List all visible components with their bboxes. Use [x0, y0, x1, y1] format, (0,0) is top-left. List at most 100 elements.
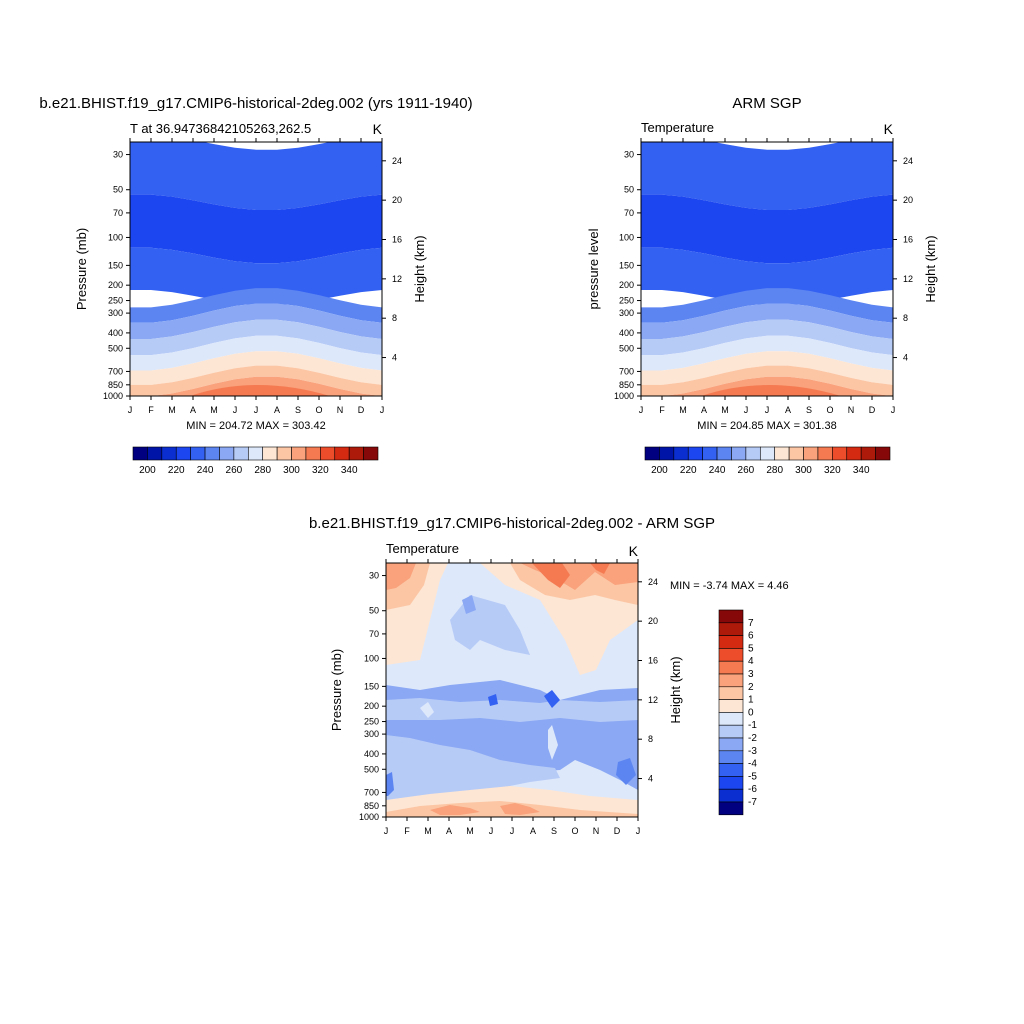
colorbar-swatch — [161, 446, 177, 461]
region-3-4-right — [532, 563, 570, 588]
contour-band — [641, 351, 893, 385]
contour-band — [130, 365, 382, 396]
y-tick-label: 100 — [619, 232, 634, 242]
y-tick-label: 850 — [108, 380, 123, 390]
colorbar-swatch — [305, 446, 321, 461]
colorbar-label: -1 — [748, 720, 757, 731]
y-tick-right-label: 8 — [903, 313, 908, 323]
contour-band — [130, 142, 382, 210]
colorbar-swatch — [219, 446, 235, 461]
region-minus3-minus2-upper — [462, 595, 476, 614]
y-tick-label: 70 — [113, 208, 123, 218]
panel-left-label: Temperature — [641, 120, 714, 135]
colorbar-swatch — [716, 446, 732, 461]
contour-band — [641, 319, 893, 356]
y-tick-right-label: 16 — [648, 656, 658, 666]
colorbar-label: 280 — [766, 465, 783, 476]
colorbar-swatch — [718, 673, 744, 688]
contour-band — [130, 194, 382, 264]
panel-units-label: K — [629, 543, 639, 559]
colorbar-swatch — [718, 660, 744, 675]
colorbar-label: 3 — [748, 669, 754, 680]
colorbar-label: 2 — [748, 682, 754, 693]
panel-units-label: K — [373, 121, 383, 137]
colorbar-swatch — [718, 737, 744, 752]
colorbar-label: 7 — [748, 618, 754, 629]
region-minus4-minus3-c — [616, 758, 636, 785]
colorbar-swatch — [817, 446, 833, 461]
min-max-text: MIN = 204.85 MAX = 301.38 — [697, 420, 836, 432]
colorbar-swatch — [759, 446, 776, 461]
colorbar-label: 220 — [680, 465, 697, 476]
y-tick-right-label: 24 — [648, 577, 658, 587]
contour-band — [641, 365, 893, 396]
colorbar-swatch — [832, 446, 848, 461]
colorbar-vertical: 7 65 4 3 2 10 -1 -2 -3 -4-5 -6 -7 — [718, 609, 757, 816]
y-axis-label-right: Height (km) — [412, 235, 427, 302]
colorbar-label: 240 — [709, 465, 726, 476]
contour-band — [641, 288, 893, 323]
y-tick-label: 1000 — [359, 812, 379, 822]
region-minus2-minus1-mid — [386, 698, 638, 722]
colorbar-label: 340 — [853, 465, 870, 476]
colorbar-swatch — [190, 446, 206, 461]
y-tick-label: 50 — [624, 185, 634, 195]
colorbar-label: -5 — [748, 771, 757, 782]
colorbar-label: 220 — [168, 465, 185, 476]
y-axis-label: pressure level — [586, 228, 601, 309]
colorbar-swatch — [718, 686, 744, 700]
region-minus5-minus4-b — [544, 690, 560, 708]
x-tick-label: S — [295, 405, 301, 415]
region-3-4-far-right — [590, 563, 610, 574]
y-tick-label: 400 — [619, 328, 634, 338]
x-tick-label: J — [639, 405, 644, 415]
contour-band — [641, 335, 893, 371]
colorbar-swatch — [718, 763, 744, 777]
region-minus1-0-island-2 — [548, 725, 558, 760]
y-tick-label: 200 — [364, 701, 379, 711]
y-tick-label: 850 — [364, 801, 379, 811]
y-tick-right-label: 16 — [903, 235, 913, 245]
x-tick-label: J — [765, 405, 770, 415]
min-max-text: MIN = 204.72 MAX = 303.42 — [186, 420, 325, 432]
y-tick-right-label: 4 — [903, 353, 908, 363]
colorbar-swatch — [718, 750, 744, 764]
x-tick-label: M — [424, 826, 432, 836]
x-tick-label: A — [446, 826, 452, 836]
y-tick-label: 200 — [108, 280, 123, 290]
x-tick-label: O — [826, 405, 833, 415]
x-tick-label: J — [891, 405, 896, 415]
colorbar-swatch — [204, 446, 220, 461]
y-tick-label: 700 — [364, 787, 379, 797]
y-tick-label: 100 — [364, 653, 379, 663]
y-tick-label: 30 — [113, 150, 123, 160]
x-tick-label: J — [744, 405, 749, 415]
contour-band — [130, 351, 382, 385]
colorbar-swatch — [718, 648, 744, 662]
y-tick-label: 300 — [619, 308, 634, 318]
x-tick-label: A — [785, 405, 791, 415]
colorbar-swatch — [718, 776, 744, 790]
panel-title: ARM SGP — [732, 95, 801, 112]
colorbar-swatch — [718, 622, 744, 636]
y-tick-label: 50 — [369, 606, 379, 616]
region-2-3-surface-a — [430, 805, 480, 815]
x-tick-label: A — [190, 405, 196, 415]
y-tick-right-label: 20 — [392, 195, 402, 205]
x-tick-label: M — [679, 405, 687, 415]
y-tick-right-label: 12 — [903, 274, 913, 284]
colorbar-swatch — [718, 699, 744, 713]
x-tick-label: M — [721, 405, 729, 415]
x-tick-label: N — [593, 826, 600, 836]
contour-band-summer — [190, 385, 330, 396]
colorbar-label: -6 — [748, 784, 757, 795]
region-2-3-surface-b — [500, 803, 540, 815]
contour-field — [386, 563, 638, 817]
y-tick-right-label: 12 — [648, 695, 658, 705]
colorbar-swatch — [659, 446, 675, 461]
colorbar-swatch — [718, 712, 744, 726]
colorbar-swatch — [702, 446, 718, 461]
y-axis-label-right: Height (km) — [923, 235, 938, 302]
colorbar-label: 280 — [254, 465, 271, 476]
x-tick-label: J — [636, 826, 641, 836]
